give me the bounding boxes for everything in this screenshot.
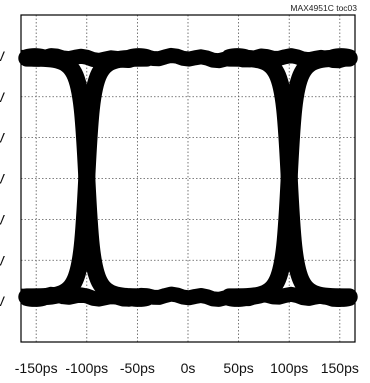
x-tick-label: -100ps	[65, 360, 108, 376]
eye-overshoot-mark	[223, 48, 252, 57]
eye-traces	[18, 47, 358, 307]
eye-overshoot-mark	[20, 48, 49, 57]
y-tick-label: V	[0, 211, 6, 227]
x-tick-label: -50ps	[120, 360, 155, 376]
y-tick-label: V	[0, 252, 6, 268]
eye-rising-edge-right	[220, 49, 358, 306]
y-tick-labels: V V V V V V V	[0, 48, 6, 309]
x-tick-label: 50ps	[223, 360, 253, 376]
eye-low-level-trace	[19, 286, 353, 307]
eye-overshoot-mark	[327, 298, 356, 307]
y-tick-label: V	[0, 171, 6, 187]
eye-rising-edge-left	[18, 49, 156, 306]
eye-overshoot-mark	[124, 298, 153, 307]
eye-overshoot-mark	[20, 298, 49, 307]
y-tick-label: V	[0, 89, 6, 105]
plot-frame	[20, 14, 356, 343]
eye-overshoot-mark	[223, 298, 252, 307]
y-tick-label: V	[0, 48, 6, 64]
figure-id-label: MAX4951C toc03	[290, 3, 357, 13]
eye-high-level-trace	[19, 47, 353, 69]
y-tick-label: V	[0, 293, 6, 309]
x-tick-label: 150ps	[321, 360, 359, 376]
x-tick-label: 0s	[181, 360, 196, 376]
x-tick-label: 100ps	[270, 360, 308, 376]
eye-overshoot-mark	[124, 48, 153, 57]
y-tick-label: V	[0, 130, 6, 146]
x-tick-label: -150ps	[15, 360, 58, 376]
x-tick-labels: -150ps -100ps -50ps 0s 50ps 100ps 150ps	[15, 360, 359, 376]
eye-overshoot-mark	[327, 48, 356, 57]
